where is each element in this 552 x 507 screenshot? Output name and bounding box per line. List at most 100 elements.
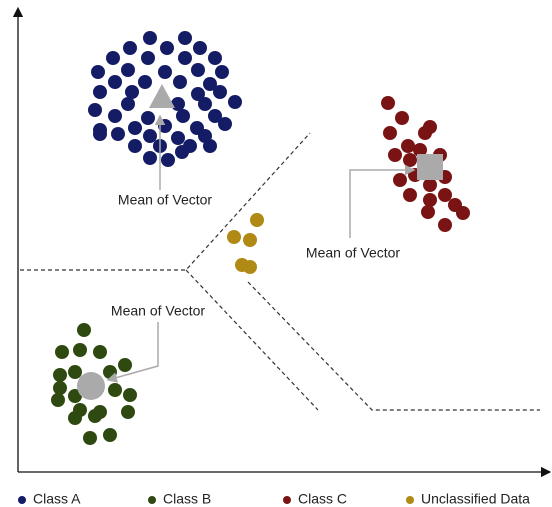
point bbox=[103, 428, 117, 442]
point bbox=[73, 343, 87, 357]
point bbox=[243, 260, 257, 274]
legend-swatch bbox=[283, 496, 291, 504]
point bbox=[178, 31, 192, 45]
point bbox=[53, 368, 67, 382]
point bbox=[108, 109, 122, 123]
point bbox=[108, 75, 122, 89]
point bbox=[83, 431, 97, 445]
point bbox=[250, 213, 264, 227]
point bbox=[141, 51, 155, 65]
boundary bbox=[185, 269, 319, 411]
annotation: Mean of Vector bbox=[111, 303, 206, 319]
point bbox=[53, 381, 67, 395]
point bbox=[421, 205, 435, 219]
point bbox=[401, 139, 415, 153]
point bbox=[171, 131, 185, 145]
boundary bbox=[20, 132, 311, 271]
annotation: Mean of Vector bbox=[306, 245, 401, 261]
point bbox=[108, 383, 122, 397]
point bbox=[438, 218, 452, 232]
point bbox=[178, 51, 192, 65]
point bbox=[198, 97, 212, 111]
legend-label: Unclassified Data bbox=[421, 491, 530, 507]
point bbox=[176, 109, 190, 123]
point bbox=[91, 65, 105, 79]
point bbox=[51, 393, 65, 407]
point bbox=[123, 388, 137, 402]
pointer bbox=[349, 164, 416, 238]
point bbox=[227, 230, 241, 244]
point bbox=[103, 365, 117, 379]
points bbox=[51, 31, 470, 445]
point bbox=[93, 85, 107, 99]
point bbox=[208, 51, 222, 65]
legend-label: Class B bbox=[163, 491, 211, 507]
boundary bbox=[247, 281, 540, 411]
point bbox=[141, 111, 155, 125]
point bbox=[121, 63, 135, 77]
point bbox=[388, 148, 402, 162]
mean-marker bbox=[149, 84, 175, 108]
point bbox=[77, 323, 91, 337]
point bbox=[175, 145, 189, 159]
point bbox=[158, 65, 172, 79]
point bbox=[160, 41, 174, 55]
annotation: Mean of Vector bbox=[118, 192, 213, 208]
legend-swatch bbox=[148, 496, 156, 504]
point bbox=[218, 117, 232, 131]
point bbox=[193, 41, 207, 55]
mean-marker bbox=[77, 372, 105, 400]
point bbox=[456, 206, 470, 220]
point bbox=[213, 85, 227, 99]
point bbox=[423, 120, 437, 134]
point bbox=[68, 411, 82, 425]
point bbox=[403, 153, 417, 167]
point bbox=[438, 188, 452, 202]
point bbox=[203, 77, 217, 91]
point bbox=[88, 409, 102, 423]
point bbox=[413, 143, 427, 157]
point bbox=[143, 129, 157, 143]
point bbox=[93, 345, 107, 359]
point bbox=[128, 121, 142, 135]
mean-marker bbox=[417, 154, 443, 180]
point bbox=[171, 97, 185, 111]
point bbox=[128, 139, 142, 153]
point bbox=[111, 127, 125, 141]
point bbox=[106, 51, 120, 65]
pointer bbox=[106, 322, 159, 383]
legend: Class A Class B Class C Unclassified Data bbox=[18, 491, 530, 507]
point bbox=[383, 126, 397, 140]
point bbox=[243, 233, 257, 247]
point bbox=[393, 173, 407, 187]
point bbox=[123, 41, 137, 55]
point bbox=[138, 75, 152, 89]
point bbox=[55, 345, 69, 359]
point bbox=[121, 405, 135, 419]
point bbox=[423, 178, 437, 192]
legend-label: Class A bbox=[33, 491, 81, 507]
legend-swatch bbox=[18, 496, 26, 504]
point bbox=[191, 63, 205, 77]
point bbox=[125, 85, 139, 99]
point bbox=[228, 95, 242, 109]
legend-label: Class C bbox=[298, 491, 347, 507]
point bbox=[208, 109, 222, 123]
point bbox=[381, 96, 395, 110]
point bbox=[143, 31, 157, 45]
legend-swatch bbox=[406, 496, 414, 504]
point bbox=[191, 87, 205, 101]
point bbox=[68, 389, 82, 403]
point bbox=[203, 139, 217, 153]
point bbox=[395, 111, 409, 125]
point bbox=[93, 127, 107, 141]
point bbox=[403, 188, 417, 202]
point bbox=[68, 365, 82, 379]
point bbox=[88, 103, 102, 117]
point bbox=[173, 75, 187, 89]
point bbox=[423, 193, 437, 207]
point bbox=[118, 358, 132, 372]
point bbox=[121, 97, 135, 111]
point bbox=[161, 153, 175, 167]
